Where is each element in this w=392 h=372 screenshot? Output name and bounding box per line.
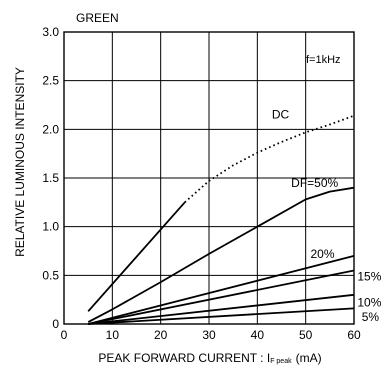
series-line-15pct — [88, 269, 355, 325]
series-label-10pct: 10% — [357, 296, 381, 310]
series-line-dc-dotted — [184, 114, 355, 203]
y-tick-label-0: 0 — [52, 317, 59, 331]
series-label-df-50pct: DF=50% — [291, 176, 338, 190]
ticks-layer: 0 10 20 30 40 50 60 0 0.5 1.0 1.5 2.0 2.5 3.0 — [42, 25, 361, 342]
series-labels: DC DF=50% 20% 15% 10%5% — [272, 108, 382, 324]
series-layer — [87, 114, 355, 325]
frequency-annotation: f=1kHz — [306, 54, 341, 66]
series-label-dc: DC — [272, 108, 290, 122]
y-tick-label-0.5: 0.5 — [42, 268, 59, 282]
x-tick-label-30: 30 — [202, 328, 216, 342]
series-label-5pct: 5% — [362, 310, 380, 324]
y-axis-label: RELATIVE LUMINOUS INTENSITY — [13, 67, 27, 257]
y-tick-label-3.0: 3.0 — [42, 25, 59, 39]
x-axis-label: PEAK FORWARD CURRENT : IF peak (mA) — [98, 351, 321, 365]
x-tick-label-40: 40 — [251, 328, 265, 342]
x-axis-label-main: PEAK FORWARD CURRENT : I — [98, 351, 270, 365]
grid — [63, 31, 355, 325]
series-line-5pct — [88, 307, 355, 325]
x-axis-label-unit: (mA) — [296, 351, 322, 365]
plot-frame — [63, 31, 355, 325]
x-tick-label-60: 60 — [347, 328, 361, 342]
x-tick-label-10: 10 — [106, 328, 120, 342]
y-tick-label-2.5: 2.5 — [42, 74, 59, 88]
x-tick-label-50: 50 — [299, 328, 313, 342]
series-line-10pct — [88, 293, 355, 325]
series-line-20pct — [87, 255, 355, 325]
chart-title: GREEN — [76, 11, 119, 25]
series-label-15pct: 15% — [357, 269, 381, 283]
x-tick-label-0: 0 — [61, 328, 68, 342]
y-tick-label-1.5: 1.5 — [42, 171, 59, 185]
series-line-dc-solid — [87, 201, 186, 312]
x-axis-label-subscript: F peak — [270, 358, 292, 365]
y-tick-label-1.0: 1.0 — [42, 220, 59, 234]
series-label-20pct: 20% — [311, 247, 335, 261]
y-tick-label-2.0: 2.0 — [42, 122, 59, 136]
series-line-df-50pct — [87, 186, 355, 323]
x-tick-label-20: 20 — [154, 328, 168, 342]
